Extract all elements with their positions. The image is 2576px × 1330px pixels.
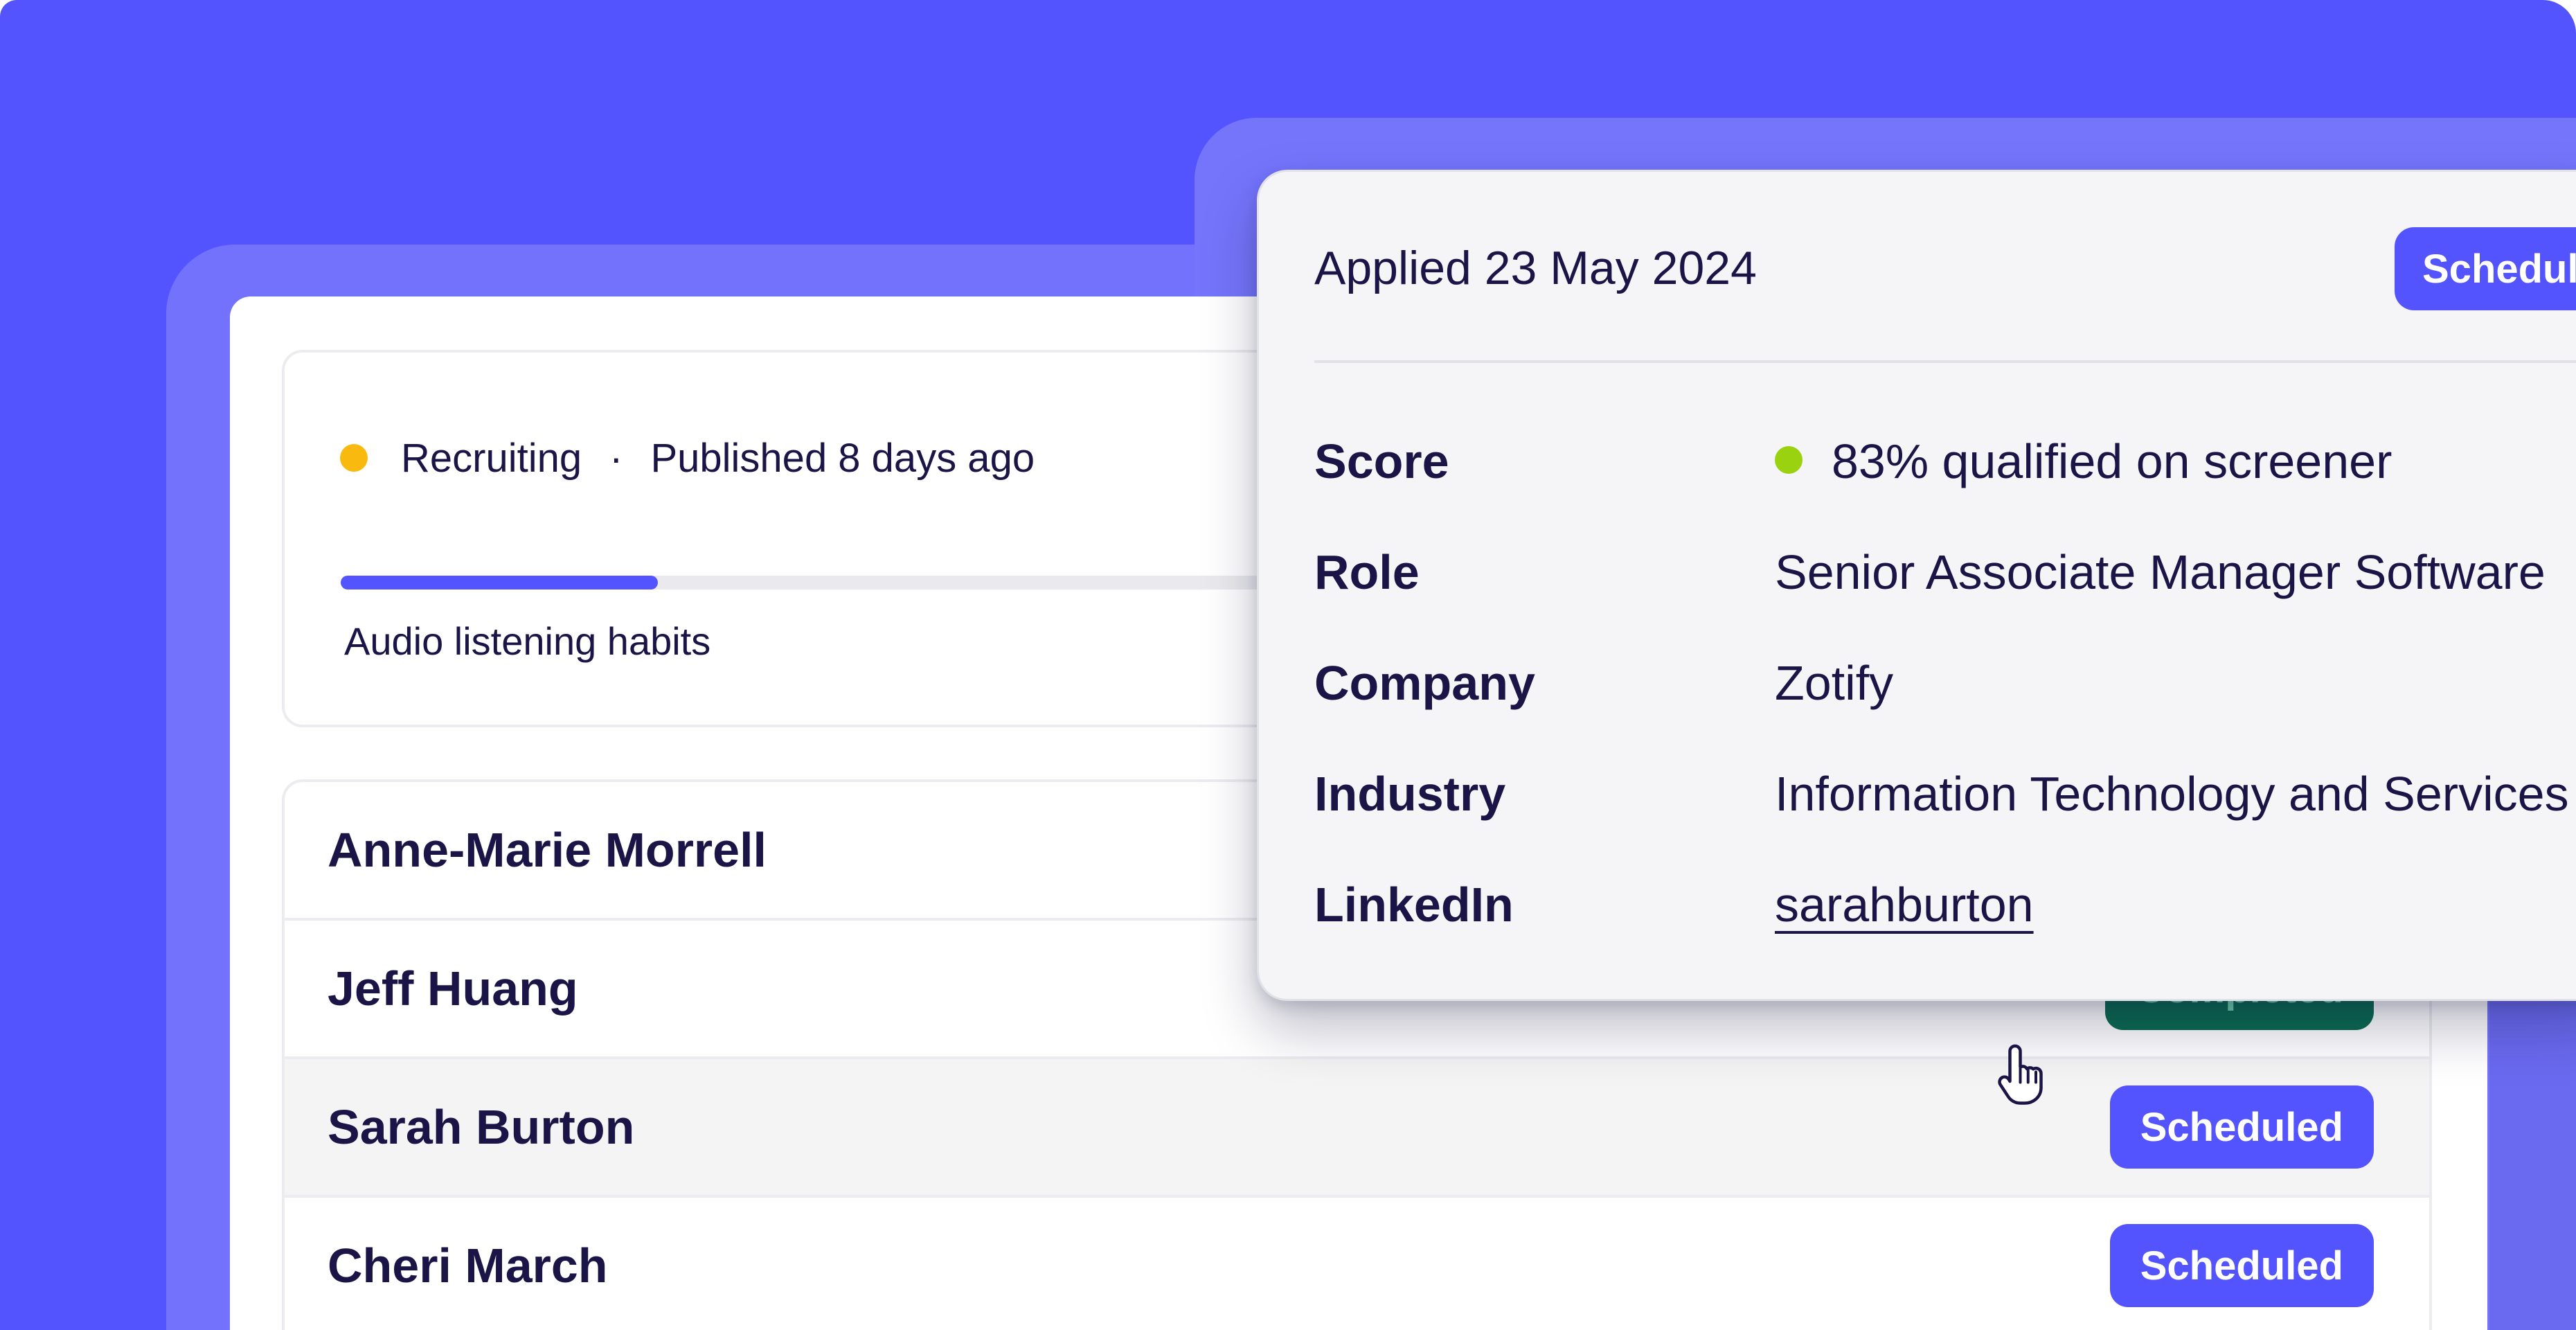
study-status-line: Recruiting · Published 8 days ago (340, 435, 1035, 481)
company-label: Company (1314, 656, 1535, 710)
score-label: Score (1314, 434, 1449, 488)
popover-status-badge[interactable]: Scheduled (2395, 227, 2576, 310)
recruitment-progress-bar (341, 576, 1559, 589)
status-badge-scheduled[interactable]: Scheduled (2109, 1085, 2374, 1169)
score-indicator-dot (1775, 446, 1803, 474)
score-value-wrap: 83% qualified on screener (1775, 434, 2392, 489)
industry-label: Industry (1314, 767, 1506, 821)
hand-pointer-icon (1998, 1044, 2043, 1105)
linkedin-label: LinkedIn (1314, 878, 1514, 932)
role-label: Role (1314, 545, 1420, 599)
back-frame-edge (2489, 984, 2576, 1330)
industry-field: Industry Information Technology and Serv… (1314, 766, 2576, 835)
status-separator: · (609, 435, 623, 481)
participant-name: Sarah Burton (328, 1100, 635, 1154)
role-field: Role Senior Associate Manager Software (1314, 544, 2576, 614)
recruitment-progress-fill (341, 576, 658, 589)
company-field: Company Zotify (1314, 655, 2576, 725)
participant-row-hovered[interactable]: Sarah Burton Scheduled (285, 1059, 2429, 1198)
published-label: Published 8 days ago (650, 435, 1035, 481)
company-value: Zotify (1775, 656, 1894, 710)
applied-date: Applied 23 May 2024 (1314, 242, 1757, 294)
study-name: Audio listening habits (344, 619, 711, 663)
participant-name: Anne-Marie Morrell (328, 823, 767, 877)
status-badge-scheduled[interactable]: Scheduled (2109, 1224, 2374, 1307)
study-status-label: Recruiting (401, 435, 582, 481)
industry-value: Information Technology and Services (1775, 767, 2569, 821)
participant-name: Jeff Huang (328, 961, 578, 1016)
participant-name: Cheri March (328, 1239, 608, 1293)
participant-row[interactable]: Cheri March Scheduled (285, 1198, 2429, 1330)
score-field: Score 83% qualified on screener (1314, 434, 2576, 503)
popover-divider (1314, 360, 2576, 363)
participant-detail-popover: Applied 23 May 2024 Scheduled Score 83% … (1257, 170, 2576, 1001)
role-value: Senior Associate Manager Software (1775, 545, 2546, 599)
score-value: 83% qualified on screener (1832, 434, 2392, 488)
linkedin-link[interactable]: sarahburton (1775, 878, 2034, 932)
recruiting-status-dot (340, 444, 368, 472)
linkedin-field: LinkedIn sarahburton (1314, 877, 2576, 946)
